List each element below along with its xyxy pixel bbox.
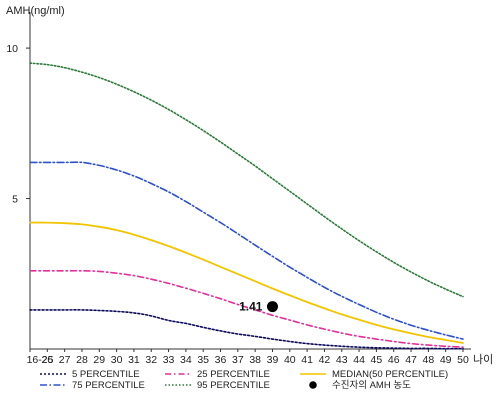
series-line-5-percentile xyxy=(29,309,464,350)
legend-label: 95 PERCENTILE xyxy=(197,380,270,391)
series-line-95-percentile xyxy=(29,62,464,298)
x-tick-label: 31 xyxy=(128,354,140,366)
x-tick-label: 47 xyxy=(405,354,417,366)
series-line-75-percentile xyxy=(29,161,464,340)
legend: 5 PERCENTILE 25 PERCENTILE MEDIAN(50 PERCE… xyxy=(40,369,448,391)
x-tick-label: 16-25 xyxy=(27,354,54,366)
x-tick-label: 38 xyxy=(249,354,261,366)
x-tick-label: 50 xyxy=(457,354,469,366)
legend-label: 25 PERCENTILE xyxy=(197,369,270,380)
x-tick-label: 28 xyxy=(76,354,88,366)
x-tick-label: 35 xyxy=(197,354,209,366)
y-tick-label: 5 xyxy=(12,194,18,206)
legend-label: 75 PERCENTILE xyxy=(72,380,145,391)
x-tick-label: 49 xyxy=(440,354,452,366)
patient-point-label: 1.41 xyxy=(239,300,263,314)
x-tick-label: 33 xyxy=(163,354,175,366)
x-tick-label: 43 xyxy=(336,354,348,366)
patient-marker: 1.41 xyxy=(239,300,278,314)
x-tick-label: 27 xyxy=(59,354,71,366)
x-tick-label: 45 xyxy=(371,354,383,366)
x-tick-label: 29 xyxy=(93,354,105,366)
x-tick-label: 26 xyxy=(41,354,53,366)
patient-point xyxy=(266,301,278,313)
x-tick-label: 39 xyxy=(267,354,279,366)
legend-label: 5 PERCENTILE xyxy=(72,369,140,380)
x-tick-label: 42 xyxy=(319,354,331,366)
x-tick-label: 34 xyxy=(180,354,192,366)
legend-label: 수진자의 AMH 농도 xyxy=(332,380,411,391)
series-lines xyxy=(29,62,464,350)
x-tick-label: 48 xyxy=(423,354,435,366)
x-tick-label: 37 xyxy=(232,354,244,366)
x-tick-label: 30 xyxy=(111,354,123,366)
series-line-25-percentile xyxy=(29,269,464,348)
y-axis-title: AMH(ng/ml) xyxy=(6,5,65,17)
y-tick-label: 10 xyxy=(6,43,18,55)
x-tick-label: 40 xyxy=(284,354,296,366)
x-axis-title: 나이 xyxy=(473,353,493,366)
x-tick-label: 32 xyxy=(145,354,157,366)
x-tick-label: 44 xyxy=(353,354,365,366)
x-tick-label: 41 xyxy=(301,354,313,366)
legend-point-swatch xyxy=(309,381,317,389)
legend-label: MEDIAN(50 PERCENTILE) xyxy=(332,369,448,380)
series-line-median-50-percentile xyxy=(29,221,464,344)
x-tick-label: 36 xyxy=(215,354,227,366)
x-tick-label: 46 xyxy=(388,354,400,366)
